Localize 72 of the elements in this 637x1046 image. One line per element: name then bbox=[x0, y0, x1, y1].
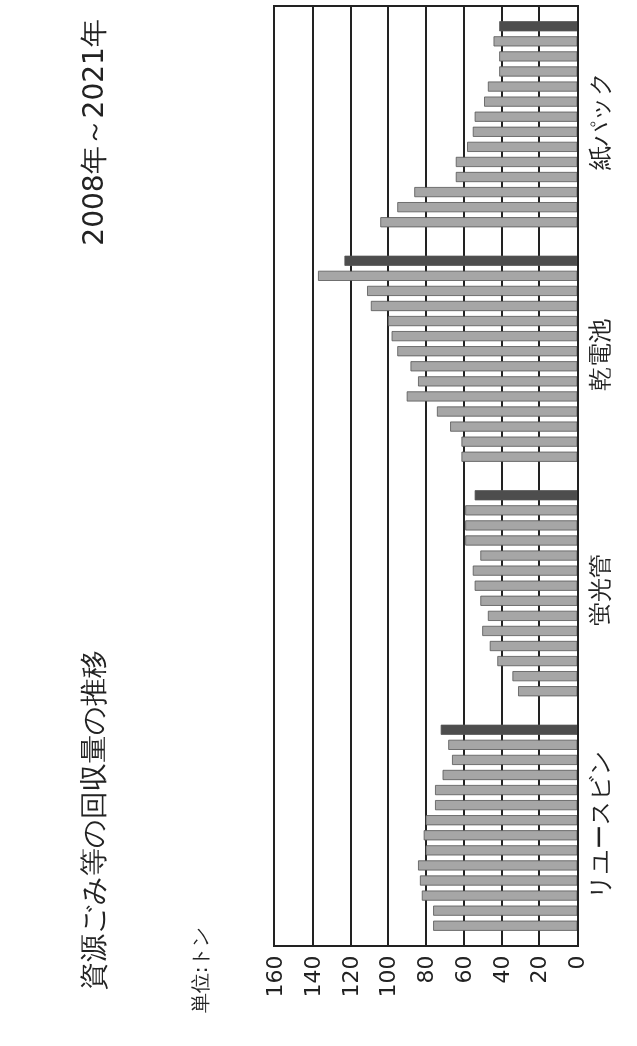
x-tick-label: 60 bbox=[450, 955, 476, 984]
x-tick-label: 160 bbox=[262, 955, 288, 998]
bar bbox=[367, 285, 577, 296]
text: 資源ごみ等の回収量の推移 bbox=[76, 649, 110, 990]
bar bbox=[518, 686, 577, 697]
bar bbox=[344, 255, 577, 266]
bar bbox=[397, 202, 577, 213]
bar bbox=[370, 300, 577, 312]
bar bbox=[406, 391, 577, 402]
x-tick-label: 20 bbox=[526, 955, 552, 984]
bar bbox=[465, 520, 577, 531]
bar bbox=[450, 421, 577, 432]
bar bbox=[433, 920, 577, 931]
bar bbox=[493, 36, 577, 47]
bar bbox=[467, 141, 577, 152]
bar bbox=[433, 905, 577, 916]
bar bbox=[472, 565, 577, 576]
bar bbox=[465, 505, 577, 516]
x-tick-label: 140 bbox=[299, 955, 325, 998]
bar bbox=[423, 830, 577, 841]
bar bbox=[436, 406, 577, 417]
bar bbox=[487, 610, 577, 621]
bar bbox=[440, 724, 577, 735]
bar bbox=[484, 96, 577, 107]
bar bbox=[442, 769, 577, 781]
x-tick-label: 100 bbox=[375, 955, 401, 998]
bar bbox=[474, 111, 577, 122]
bar bbox=[499, 51, 577, 62]
bar bbox=[480, 595, 577, 606]
bar bbox=[455, 156, 577, 168]
bar bbox=[318, 270, 577, 281]
bar bbox=[418, 376, 577, 387]
bar bbox=[482, 625, 577, 637]
bar bbox=[380, 217, 577, 228]
bar bbox=[499, 66, 577, 77]
bar bbox=[480, 550, 577, 561]
bar bbox=[461, 436, 577, 447]
bar bbox=[474, 490, 577, 501]
bar bbox=[497, 656, 577, 667]
bar bbox=[419, 875, 577, 886]
bar bbox=[487, 81, 577, 92]
bar bbox=[387, 315, 577, 327]
y-tick-label: 紙パック bbox=[585, 71, 614, 171]
bar bbox=[425, 845, 577, 856]
text: 2008年～2021年 bbox=[76, 19, 110, 246]
bar bbox=[421, 890, 577, 901]
y-tick-label: 乾電池 bbox=[585, 319, 614, 392]
bar bbox=[499, 21, 577, 32]
bar bbox=[435, 784, 577, 796]
bar bbox=[489, 640, 577, 652]
bar bbox=[465, 535, 577, 546]
x-tick-label: 80 bbox=[413, 955, 439, 984]
text: 単位:トン bbox=[187, 926, 212, 1014]
bar bbox=[414, 187, 577, 198]
bar bbox=[391, 331, 577, 342]
x-tick-label: 40 bbox=[488, 955, 514, 984]
bar bbox=[435, 800, 577, 811]
bar bbox=[425, 815, 577, 826]
x-tick-label: 0 bbox=[564, 955, 590, 970]
bar bbox=[512, 671, 577, 682]
bar bbox=[472, 126, 577, 137]
bar bbox=[410, 361, 577, 372]
bar bbox=[397, 346, 577, 357]
bar bbox=[474, 580, 577, 591]
y-tick-label: 蛍光管 bbox=[585, 553, 614, 626]
bar bbox=[452, 754, 577, 765]
x-tick-label: 120 bbox=[337, 955, 363, 998]
bar bbox=[455, 171, 577, 183]
bar bbox=[448, 739, 577, 750]
bar bbox=[418, 860, 577, 871]
bar bbox=[461, 451, 577, 462]
y-tick-label: リユースビン bbox=[585, 749, 614, 899]
